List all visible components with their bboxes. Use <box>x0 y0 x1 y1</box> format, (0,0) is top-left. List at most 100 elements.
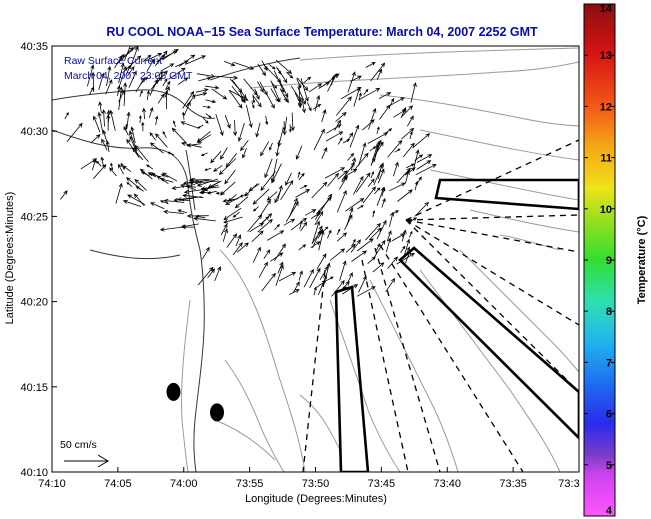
current-vector <box>98 72 105 91</box>
current-vector <box>261 60 268 72</box>
colorbar-tick-label: 5 <box>606 460 612 472</box>
current-vector <box>106 65 112 87</box>
current-vector <box>412 149 420 171</box>
y-tick-label: 40:25 <box>20 211 48 223</box>
current-vector <box>368 107 377 130</box>
current-vector <box>358 142 367 166</box>
current-vector <box>298 270 303 281</box>
current-vector <box>285 201 299 223</box>
contour-line <box>219 249 306 472</box>
current-vector <box>100 156 105 167</box>
current-vector <box>314 210 324 226</box>
current-vector <box>266 230 285 241</box>
colorbar-tick-label: 4 <box>606 505 613 517</box>
current-vector <box>257 219 273 233</box>
current-vector <box>356 286 376 297</box>
current-vector <box>193 216 216 222</box>
radar-beam <box>302 269 326 472</box>
current-vector <box>347 272 353 284</box>
current-vector <box>277 67 288 84</box>
current-vector <box>128 70 137 88</box>
current-vector <box>129 46 139 70</box>
current-vector <box>351 250 368 262</box>
current-vector <box>275 59 293 75</box>
current-vector <box>160 63 175 72</box>
colorbar-tick-label: 9 <box>606 255 612 267</box>
current-vector <box>347 152 355 161</box>
current-vector <box>182 90 195 109</box>
current-vector <box>288 124 292 133</box>
current-vector <box>283 218 296 226</box>
y-tick-label: 40:35 <box>20 41 48 53</box>
current-vector <box>311 220 321 244</box>
current-vector <box>387 256 398 269</box>
current-vector <box>229 90 249 101</box>
current-vector <box>225 152 238 168</box>
current-vector <box>336 232 348 242</box>
current-vector <box>236 242 249 253</box>
current-vector <box>295 145 303 160</box>
current-vector <box>200 186 220 191</box>
current-vector <box>415 164 437 176</box>
current-vector <box>148 107 154 118</box>
current-vector <box>371 157 376 165</box>
contour-line <box>299 47 579 61</box>
current-vector <box>311 181 328 199</box>
current-vector <box>131 147 144 161</box>
current-vector <box>102 129 108 145</box>
current-vector <box>268 63 276 70</box>
current-vector <box>324 167 346 179</box>
current-vector <box>400 245 406 253</box>
x-tick-label: 73:55 <box>236 478 264 490</box>
current-vector <box>197 134 212 143</box>
shipping-lane-south <box>334 285 370 472</box>
current-vector <box>396 252 415 265</box>
colorbar-tick-label: 10 <box>600 204 612 216</box>
current-vector <box>122 199 142 207</box>
current-vector <box>385 277 396 293</box>
current-vector <box>141 121 145 132</box>
radar-beam <box>405 139 579 221</box>
current-vector <box>376 126 380 135</box>
current-vector <box>323 262 331 284</box>
current-vector <box>105 79 113 95</box>
current-vector <box>159 226 183 232</box>
radar-beam <box>405 219 579 253</box>
current-vector <box>372 262 385 273</box>
colorbar-tick-label: 6 <box>606 409 612 421</box>
current-vector <box>298 244 307 251</box>
y-tick-label: 40:30 <box>20 126 48 138</box>
current-vector <box>357 205 364 210</box>
current-vector <box>185 94 196 108</box>
current-vector <box>118 65 127 89</box>
current-vector <box>318 274 327 296</box>
current-vector <box>123 82 128 106</box>
current-vector <box>298 172 305 181</box>
current-vector <box>142 54 152 63</box>
contour-line <box>469 209 579 233</box>
current-vector <box>259 81 268 96</box>
contour-line <box>224 359 285 472</box>
current-vector <box>168 67 186 80</box>
current-vector <box>146 90 150 100</box>
contour-line <box>181 299 191 472</box>
current-vector <box>304 209 317 216</box>
current-vector <box>205 85 220 90</box>
current-vector <box>237 122 245 142</box>
current-vector <box>159 200 169 205</box>
station-marker <box>210 403 224 422</box>
current-vector <box>313 128 325 151</box>
current-vector <box>262 216 270 223</box>
current-vector <box>159 177 174 183</box>
current-vector <box>277 261 284 274</box>
current-vector <box>233 120 238 137</box>
current-vector <box>278 271 297 282</box>
current-vector <box>326 276 334 282</box>
current-vector <box>274 223 280 231</box>
current-vector <box>110 162 114 171</box>
current-vector <box>223 207 242 221</box>
colorbar-ticks: 4 5 6 7 8 9 10 11 12 13 14 <box>584 3 615 517</box>
shipping-lane-southeast <box>398 246 579 440</box>
current-vector <box>376 186 385 206</box>
